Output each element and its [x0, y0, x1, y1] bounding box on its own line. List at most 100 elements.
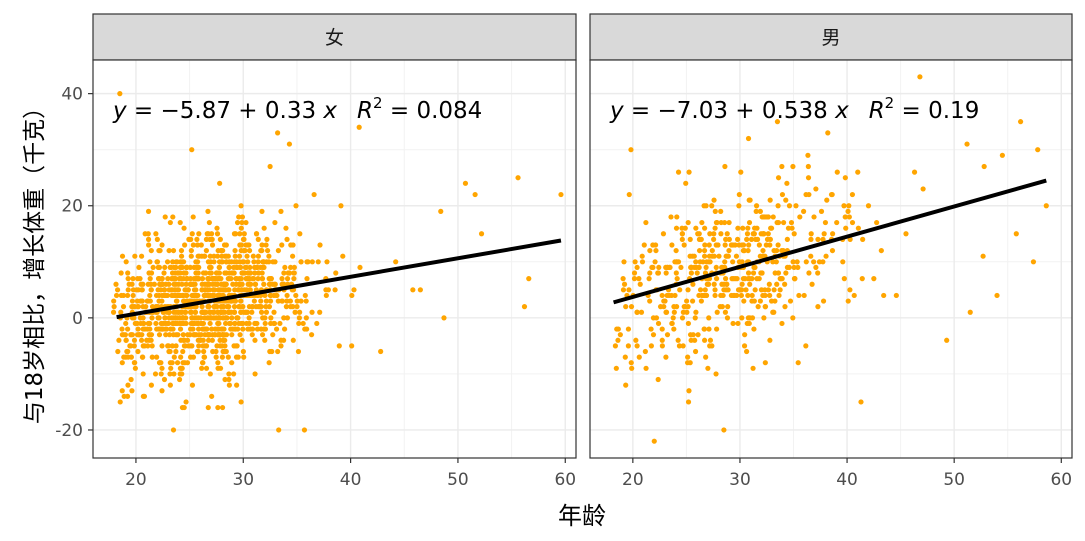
data-point	[198, 315, 204, 321]
data-point	[178, 365, 185, 371]
data-point	[628, 304, 635, 310]
data-point	[751, 326, 757, 332]
data-point	[188, 281, 194, 287]
data-point	[226, 287, 232, 293]
data-point	[222, 320, 229, 327]
data-point	[767, 242, 773, 248]
data-point	[121, 393, 127, 399]
data-point	[790, 259, 796, 265]
data-point	[239, 214, 246, 220]
data-point	[294, 298, 300, 304]
data-point	[679, 236, 685, 242]
data-point	[184, 298, 191, 304]
data-point	[779, 163, 785, 170]
data-point	[250, 276, 256, 282]
data-point	[173, 281, 179, 287]
data-point	[674, 276, 680, 282]
data-point	[222, 287, 228, 293]
data-point	[673, 270, 679, 276]
data-point	[692, 337, 698, 343]
data-point	[123, 337, 129, 343]
data-point	[136, 264, 142, 271]
data-point	[240, 326, 246, 332]
data-point	[438, 208, 444, 214]
data-point	[690, 281, 696, 287]
data-point	[214, 253, 221, 259]
data-point	[119, 253, 126, 259]
data-point	[146, 270, 152, 276]
data-point	[125, 287, 131, 293]
data-point	[211, 259, 217, 265]
data-point	[648, 343, 654, 349]
data-point	[714, 219, 720, 226]
data-point	[149, 304, 156, 310]
data-point	[174, 298, 180, 304]
data-point	[751, 264, 757, 271]
data-point	[173, 343, 179, 349]
data-point	[275, 130, 281, 136]
data-point	[281, 315, 287, 321]
data-point	[211, 253, 217, 259]
data-point	[746, 197, 752, 203]
data-point	[693, 225, 699, 231]
data-point	[238, 225, 244, 231]
data-point	[730, 259, 736, 265]
data-point	[846, 203, 852, 209]
data-point	[139, 298, 145, 304]
data-point	[675, 337, 681, 343]
data-point	[209, 242, 216, 248]
data-point	[673, 225, 680, 231]
data-point	[632, 259, 638, 265]
regression-line-male	[613, 178, 1047, 305]
data-point	[1017, 119, 1024, 125]
data-point	[247, 287, 253, 293]
data-point	[249, 332, 255, 338]
data-point	[791, 276, 798, 282]
data-point	[674, 304, 680, 310]
data-point	[170, 247, 177, 254]
plot-area-male	[590, 60, 1072, 458]
data-point	[685, 354, 691, 360]
data-point	[135, 326, 141, 332]
data-point	[214, 281, 221, 287]
data-point	[920, 186, 926, 192]
data-point	[229, 332, 235, 338]
data-point	[712, 287, 718, 293]
x-tick-label: 50	[447, 470, 469, 490]
data-point	[284, 276, 291, 282]
data-point	[773, 259, 779, 265]
data-point	[303, 315, 309, 321]
data-point	[668, 214, 674, 220]
data-point	[317, 309, 323, 315]
data-point	[781, 219, 787, 226]
data-point	[712, 225, 718, 231]
data-point	[629, 365, 635, 371]
data-point	[213, 348, 219, 355]
data-point	[234, 343, 240, 349]
data-point	[216, 259, 223, 265]
data-point	[349, 292, 355, 299]
y-tick-label: 40	[61, 85, 83, 105]
y-tick-label: 20	[61, 197, 83, 217]
data-point	[795, 264, 801, 271]
data-point	[246, 320, 252, 327]
equation-sup-male: 2	[885, 94, 895, 112]
data-point	[192, 309, 198, 315]
data-point	[180, 298, 187, 304]
data-point	[694, 270, 700, 276]
data-point	[237, 332, 243, 338]
data-point	[378, 348, 384, 355]
x-tick-label: 40	[340, 470, 362, 490]
data-point	[663, 270, 669, 276]
data-point	[393, 259, 399, 265]
data-point	[685, 320, 692, 327]
data-point	[258, 309, 265, 315]
data-point	[241, 354, 247, 360]
data-point	[217, 180, 223, 186]
data-point	[252, 320, 258, 327]
data-point	[840, 259, 846, 265]
data-point	[742, 276, 748, 282]
data-point	[205, 337, 212, 343]
data-point	[179, 309, 185, 315]
